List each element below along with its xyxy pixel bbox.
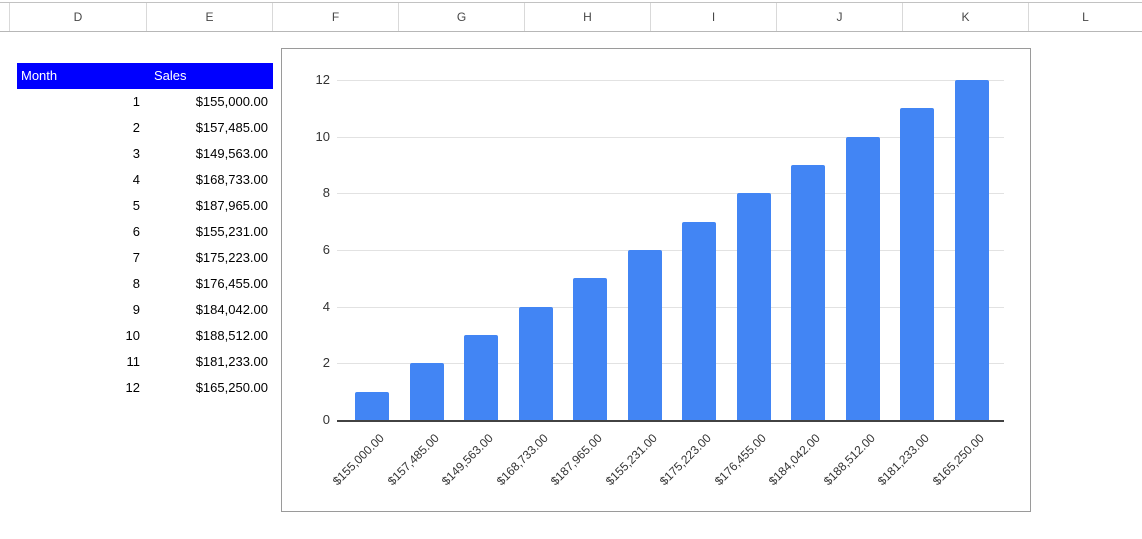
month-cell[interactable]: 4 (132, 172, 140, 187)
table-header-row: Month Sales (17, 63, 273, 89)
bar-month-11[interactable] (900, 108, 934, 420)
x-tick-label: $168,733.00 (493, 431, 551, 489)
month-cell[interactable]: 3 (132, 146, 140, 161)
x-tick-label: $149,563.00 (438, 431, 496, 489)
sales-cell[interactable]: $157,485.00 (195, 120, 268, 135)
x-tick-label: $165,250.00 (929, 431, 987, 489)
sales-table: Month Sales 1 $155,000.00 2 $157,485.00 3 $14… (17, 63, 273, 401)
gridline (337, 250, 1004, 251)
month-cell[interactable]: 9 (132, 302, 140, 317)
table-row: 12 $165,250.00 (17, 375, 273, 401)
table-body: 1 $155,000.00 2 $157,485.00 3 $149,563.00 4 $16… (17, 89, 273, 401)
sales-cell[interactable]: $187,965.00 (195, 198, 268, 213)
bar-month-8[interactable] (736, 193, 771, 420)
month-cell[interactable]: 12 (125, 380, 140, 395)
gridline (337, 193, 1004, 195)
column-header-e[interactable]: E (147, 3, 273, 31)
column-header-f[interactable]: F (273, 3, 399, 31)
table-row: 10 $188,512.00 (17, 323, 273, 349)
table-row: 9 $184,042.00 (17, 297, 273, 323)
x-tick-label: $157,485.00 (384, 431, 442, 489)
table-header-sales[interactable]: Sales (154, 68, 187, 83)
gridline (337, 306, 1004, 308)
y-tick-label: 6 (322, 242, 330, 257)
table-row: 6 $155,231.00 (17, 219, 273, 245)
month-cell[interactable]: 5 (132, 198, 140, 213)
table-row: 3 $149,563.00 (17, 141, 273, 167)
table-row: 2 $157,485.00 (17, 115, 273, 141)
bar-month-4[interactable] (518, 306, 553, 420)
sales-cell[interactable]: $188,512.00 (195, 328, 268, 343)
bar-month-2[interactable] (409, 363, 444, 420)
month-cell[interactable]: 10 (125, 328, 140, 343)
table-row: 8 $176,455.00 (17, 271, 273, 297)
bar-month-12[interactable] (954, 80, 989, 420)
sales-cell[interactable]: $155,231.00 (195, 224, 268, 239)
x-tick-label: $184,042.00 (765, 431, 823, 489)
x-tick-label: $155,231.00 (602, 431, 660, 489)
month-cell[interactable]: 2 (132, 120, 140, 135)
bar-month-1[interactable] (355, 391, 389, 420)
y-tick-label: 2 (322, 355, 330, 371)
bar-month-3[interactable] (464, 335, 498, 420)
table-row: 11 $181,233.00 (17, 349, 273, 375)
gridline (337, 80, 1004, 81)
gridline (337, 136, 1004, 138)
bar-month-9[interactable] (791, 165, 825, 420)
sales-cell[interactable]: $176,455.00 (195, 276, 268, 291)
x-tick-label: $175,223.00 (656, 431, 714, 489)
table-row: 7 $175,223.00 (17, 245, 273, 271)
sales-cell[interactable]: $175,223.00 (195, 250, 268, 265)
bar-month-10[interactable] (845, 136, 880, 420)
table-row: 5 $187,965.00 (17, 193, 273, 219)
sales-cell[interactable]: $165,250.00 (195, 380, 268, 395)
bar-month-6[interactable] (627, 250, 662, 420)
x-tick-label: $176,455.00 (711, 431, 769, 489)
x-tick-label: $181,233.00 (874, 431, 932, 489)
sales-cell[interactable]: $184,042.00 (195, 302, 268, 317)
column-header-k[interactable]: K (903, 3, 1029, 31)
column-header-g[interactable]: G (399, 3, 525, 31)
gridline (337, 363, 1004, 365)
y-tick-label: 4 (322, 298, 330, 314)
table-row: 1 $155,000.00 (17, 89, 273, 115)
bar-month-5[interactable] (573, 278, 607, 420)
sales-cell[interactable]: $181,233.00 (195, 354, 268, 369)
column-header-d[interactable]: D (10, 3, 147, 31)
y-tick-label: 12 (315, 72, 330, 87)
x-tick-label: $155,000.00 (329, 431, 387, 489)
sales-cell[interactable]: $155,000.00 (195, 94, 268, 109)
column-header-l[interactable]: L (1029, 3, 1142, 31)
sales-bar-chart[interactable]: 0 2 4 6 8 10 12 $155,000.00 $157,485.00 $149,563… (281, 48, 1031, 512)
y-tick-label: 10 (315, 128, 330, 144)
month-cell[interactable]: 8 (132, 276, 140, 291)
column-header-corner[interactable] (0, 3, 10, 31)
x-tick-label: $187,965.00 (547, 431, 605, 489)
chart-plot-area (337, 80, 1004, 422)
column-header-j[interactable]: J (777, 3, 903, 31)
table-header-month[interactable]: Month (21, 68, 58, 83)
month-cell[interactable]: 6 (132, 224, 140, 239)
x-tick-label: $188,512.00 (820, 431, 878, 489)
month-cell[interactable]: 11 (126, 354, 141, 369)
column-header-i[interactable]: I (651, 3, 777, 31)
table-row: 4 $168,733.00 (17, 167, 273, 193)
y-tick-label: 8 (322, 185, 330, 201)
bar-month-7[interactable] (682, 221, 716, 420)
y-tick-label: 0 (322, 412, 330, 427)
sales-cell[interactable]: $168,733.00 (195, 172, 268, 187)
month-cell[interactable]: 7 (132, 250, 140, 265)
column-header-h[interactable]: H (525, 3, 651, 31)
sales-cell[interactable]: $149,563.00 (195, 146, 268, 161)
month-cell[interactable]: 1 (132, 94, 140, 109)
